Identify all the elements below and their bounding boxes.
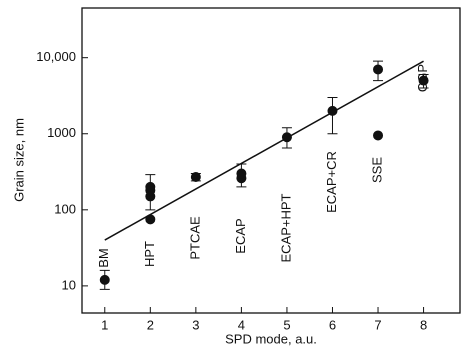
annotation: CGP xyxy=(415,64,430,92)
x-tick-label: 2 xyxy=(147,317,154,332)
y-tick-label: 100 xyxy=(54,201,76,216)
x-axis-label: SPD mode, a.u. xyxy=(225,331,317,346)
annotation: PTCAE xyxy=(187,216,202,260)
y-tick-label: 10 xyxy=(62,277,76,292)
plot-frame xyxy=(81,7,461,314)
annotation: ECAP+HPT xyxy=(278,193,293,262)
x-tick-label: 5 xyxy=(283,317,290,332)
x-tick-label: 8 xyxy=(420,317,427,332)
data-point xyxy=(145,181,156,192)
x-tick-label: 7 xyxy=(374,317,381,332)
data-point xyxy=(327,105,338,116)
data-point xyxy=(190,172,201,183)
data-point xyxy=(373,130,384,141)
data-point xyxy=(145,214,156,225)
annotation: BM xyxy=(96,248,111,268)
annotation: ECAP xyxy=(233,218,248,253)
x-tick-label: 6 xyxy=(329,317,336,332)
data-point xyxy=(418,75,429,86)
x-tick-label: 3 xyxy=(192,317,199,332)
annotation: HPT xyxy=(142,241,157,267)
annotation: SSE xyxy=(369,157,384,183)
data-point xyxy=(281,132,292,143)
y-tick-label: 1000 xyxy=(47,125,76,140)
annotation: ECAP+CR xyxy=(324,151,339,213)
y-axis-label: Grain size, nm xyxy=(11,118,26,202)
data-point xyxy=(99,274,110,285)
fit-line xyxy=(104,60,424,241)
x-tick-label: 4 xyxy=(238,317,245,332)
data-point xyxy=(373,64,384,75)
y-tick-label: 10,000 xyxy=(36,49,76,64)
x-tick-label: 1 xyxy=(101,317,108,332)
data-point xyxy=(236,168,247,179)
